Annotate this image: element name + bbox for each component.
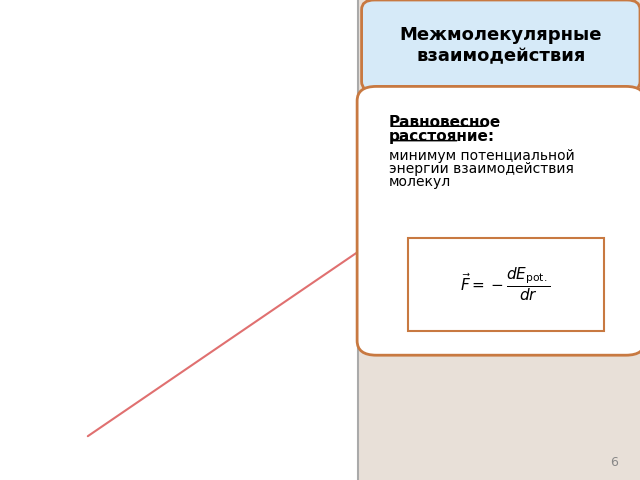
FancyBboxPatch shape [357,86,640,355]
Text: $r_0$: $r_0$ [45,421,57,435]
Text: $0$: $0$ [24,423,33,436]
Text: $d_{\rm \text{эфф.}}$: $d_{\rm \text{эфф.}}$ [37,413,66,430]
Text: $r$: $r$ [330,205,339,223]
Text: $r$: $r$ [330,440,339,458]
Text: Равновесное: Равновесное [389,115,501,130]
Text: жидкость: жидкость [132,437,197,450]
Text: $E_{\rm \text{пот.}}$: $E_{\rm \text{пот.}}$ [15,242,44,257]
Text: энергии взаимодействия: энергии взаимодействия [389,162,574,176]
Text: $F_{\rm \text{прит.}}\sim\!\left(-\dfrac{1}{r^7}\right)$: $F_{\rm \text{прит.}}\sim\!\left(-\dfrac… [125,203,200,228]
Text: $F$: $F$ [15,17,27,35]
Text: $r \approx 10^{-9}$ м: $r \approx 10^{-9}$ м [227,182,285,198]
Text: $T$: $T$ [107,426,118,439]
Text: $r_0$: $r_0$ [312,206,323,220]
FancyBboxPatch shape [408,238,604,331]
FancyBboxPatch shape [362,0,640,91]
Text: минимум потенциальной: минимум потенциальной [389,149,575,163]
Text: $F = F_{\rm \text{отт.}} + F_{\rm \text{прит.}}$: $F = F_{\rm \text{отт.}} + F_{\rm \text{… [102,163,182,178]
Text: $\vec{F} = -\dfrac{dE_{\mathrm{pot.}}}{dr}$: $\vec{F} = -\dfrac{dE_{\mathrm{pot.}}}{d… [460,265,551,303]
Text: молекул: молекул [389,175,451,189]
Text: $F_{\rm \text{отт.}}\sim\dfrac{1}{r^{13}}$: $F_{\rm \text{отт.}}\sim\dfrac{1}{r^{13}… [64,59,118,84]
Text: Межмолекулярные
взаимодействия: Межмолекулярные взаимодействия [400,26,602,65]
Text: 6: 6 [610,456,618,469]
Text: газ: газ [197,423,218,436]
FancyBboxPatch shape [0,0,358,480]
Text: $-E_0$: $-E_0$ [4,455,29,470]
Text: расстояние:: расстояние: [389,129,495,144]
Text: твёрдое тело: твёрдое тело [125,445,214,458]
